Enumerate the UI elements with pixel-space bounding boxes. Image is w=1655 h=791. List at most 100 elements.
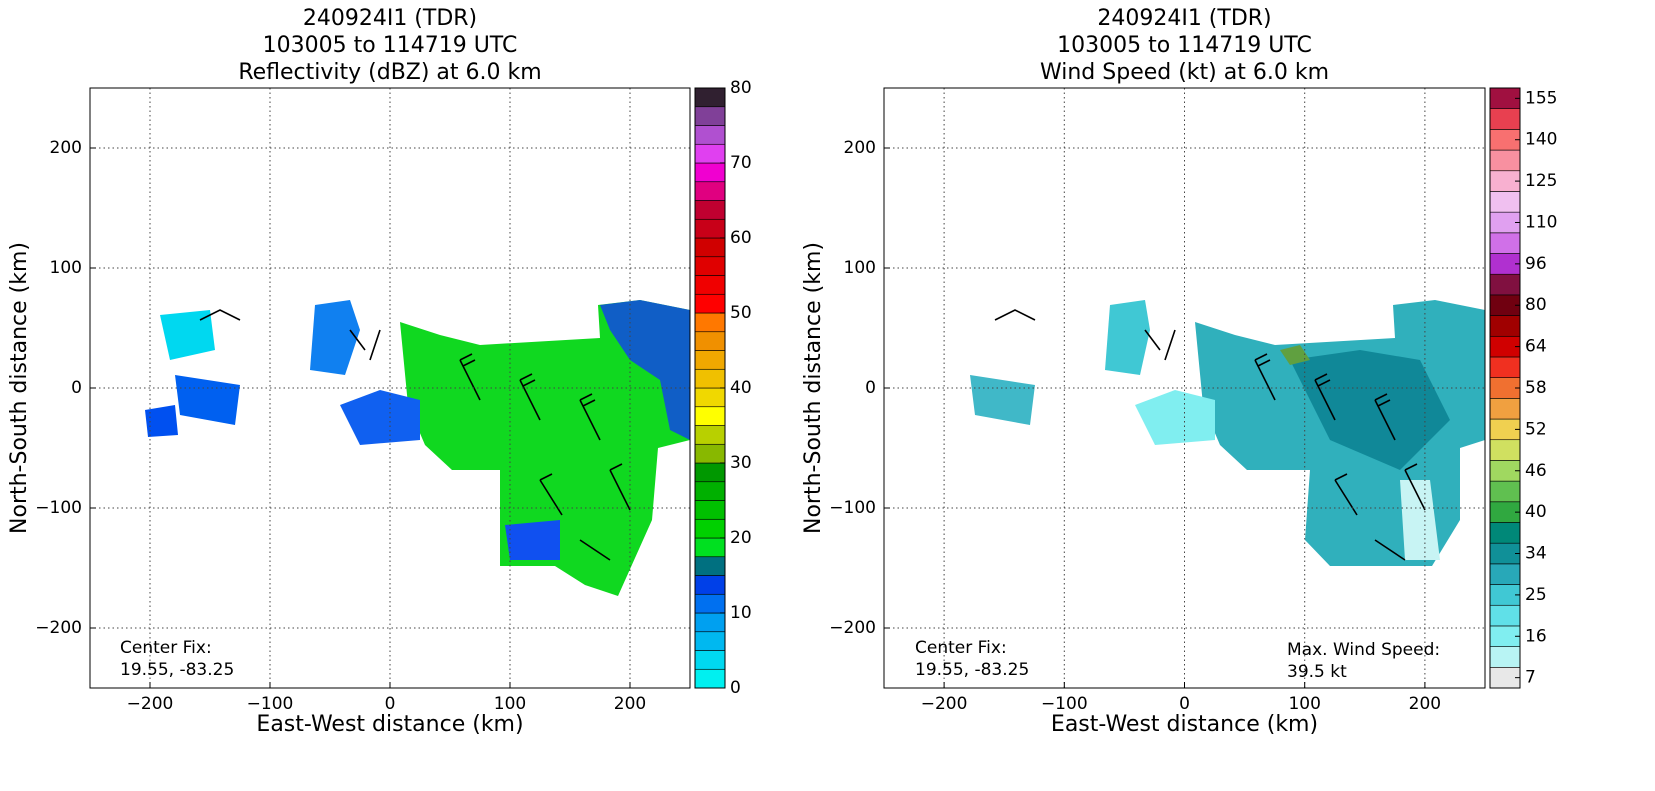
- x-tick-label: 200: [614, 694, 646, 714]
- colorbar-tick-label: 20: [730, 528, 752, 548]
- radar-field-left: [145, 300, 690, 596]
- y-tick-label: −200: [829, 618, 876, 638]
- annotation: Center Fix:: [915, 638, 1007, 658]
- colorbar-tick-label: 40: [730, 378, 752, 398]
- colorbar-band: [694, 87, 726, 108]
- annotation: Center Fix:: [120, 638, 212, 658]
- x-tick-label: −200: [127, 694, 174, 714]
- colorbar-tick-label: 46: [1525, 461, 1547, 481]
- colorbar-band: [1489, 604, 1521, 627]
- colorbar-band: [1489, 232, 1521, 254]
- wind-barbs: [199, 309, 1426, 561]
- colorbar-band: [1489, 480, 1521, 503]
- colorbar-band: [1489, 273, 1521, 296]
- chart-title: 103005 to 114719 UTC: [263, 33, 518, 58]
- y-tick-label: 0: [71, 378, 82, 398]
- x-tick-label: 0: [1179, 694, 1190, 714]
- colorbar-band: [694, 612, 726, 633]
- annotation: Max. Wind Speed:: [1287, 640, 1440, 660]
- x-axis-label: East-West distance (km): [256, 712, 523, 737]
- colorbar-band: [1489, 191, 1521, 213]
- colorbar-band: [694, 500, 726, 520]
- colorbar-tick-label: 70: [730, 153, 752, 173]
- chart-title: 103005 to 114719 UTC: [1057, 33, 1312, 58]
- colorbar-band: [1489, 522, 1521, 544]
- y-tick-label: −200: [35, 618, 82, 638]
- radar-field-right: [970, 300, 1485, 566]
- colorbar-band: [1489, 149, 1521, 172]
- chart-title: Wind Speed (kt) at 6.0 km: [1040, 60, 1329, 85]
- chart-title: 240924I1 (TDR): [1097, 6, 1271, 31]
- chart-title: Reflectivity (dBZ) at 6.0 km: [238, 60, 541, 85]
- x-tick-label: −200: [921, 694, 968, 714]
- colorbar-tick-label: 80: [1525, 295, 1547, 315]
- colorbar-band: [694, 350, 726, 370]
- y-tick-label: 0: [865, 378, 876, 398]
- x-axis-label: East-West distance (km): [1051, 712, 1318, 737]
- colorbar-tick-label: 30: [730, 453, 752, 473]
- colorbar-tick-label: 140: [1525, 130, 1557, 150]
- colorbar-band: [694, 368, 726, 389]
- x-tick-label: 100: [494, 694, 526, 714]
- colorbar-band: [694, 556, 726, 576]
- colorbar-tick-label: 25: [1525, 585, 1547, 605]
- colorbar-tick-label: 125: [1525, 171, 1557, 191]
- colorbar-band: [694, 106, 726, 126]
- colorbar-band: [694, 650, 726, 670]
- colorbar-tick-label: 96: [1525, 254, 1547, 274]
- colorbar-band: [694, 237, 726, 258]
- colorbar-tick-label: 58: [1525, 378, 1547, 398]
- colorbar-tick-label: 0: [730, 678, 741, 698]
- x-tick-label: −100: [1041, 694, 1088, 714]
- colorbar-tick-label: 50: [730, 303, 752, 323]
- colorbar-tick-label: 16: [1525, 626, 1547, 646]
- chart-title: 240924I1 (TDR): [303, 6, 477, 31]
- colorbar-frame: [1489, 87, 1521, 689]
- x-tick-label: −100: [247, 694, 294, 714]
- colorbar-tick-label: 64: [1525, 337, 1547, 357]
- y-tick-label: −100: [829, 498, 876, 518]
- colorbar-band: [694, 218, 726, 239]
- y-tick-label: 100: [50, 258, 82, 278]
- colorbar-band: [694, 293, 726, 314]
- colorbar-tick-label: 10: [730, 603, 752, 623]
- colorbar-band: [1489, 108, 1521, 130]
- x-tick-label: 200: [1409, 694, 1441, 714]
- x-tick-label: 0: [385, 694, 396, 714]
- y-tick-label: 200: [50, 138, 82, 158]
- colorbar-band: [694, 593, 726, 614]
- colorbar-band: [694, 143, 726, 164]
- colorbar-tick-label: 7: [1525, 668, 1536, 688]
- colorbar-band: [694, 200, 726, 220]
- colorbar-band: [694, 518, 726, 539]
- y-tick-label: 200: [844, 138, 876, 158]
- colorbar-band: [1489, 398, 1521, 420]
- colorbar-band: [694, 575, 726, 595]
- colorbar-band: [694, 331, 726, 351]
- colorbar-tick-label: 52: [1525, 419, 1547, 439]
- colorbar-band: [694, 387, 726, 408]
- colorbar-band: [694, 425, 726, 445]
- annotation: 19.55, -83.25: [915, 660, 1029, 680]
- y-tick-label: −100: [35, 498, 82, 518]
- colorbar-band: [694, 181, 726, 201]
- plot-frame: [883, 87, 1486, 689]
- colorbar-band: [1489, 356, 1521, 378]
- colorbar-frame: [694, 87, 726, 689]
- colorbar-band: [694, 668, 726, 689]
- plot-frame: [89, 87, 691, 689]
- colorbar-band: [694, 312, 726, 333]
- colorbar-tick-label: 40: [1525, 502, 1547, 522]
- colorbar-band: [694, 162, 726, 183]
- colorbar-band: [1489, 646, 1521, 668]
- y-axis-label: North-South distance (km): [801, 242, 826, 534]
- colorbar-band: [1489, 563, 1521, 585]
- colorbar-tick-label: 110: [1525, 212, 1557, 232]
- colorbar-band: [694, 406, 726, 426]
- colorbar-tick-label: 60: [730, 228, 752, 248]
- colorbar-tick-label: 34: [1525, 544, 1547, 564]
- colorbar-band: [694, 537, 726, 558]
- colorbar-tick-label: 155: [1525, 88, 1557, 108]
- annotation: 39.5 kt: [1287, 662, 1347, 682]
- colorbar-band: [1489, 439, 1521, 461]
